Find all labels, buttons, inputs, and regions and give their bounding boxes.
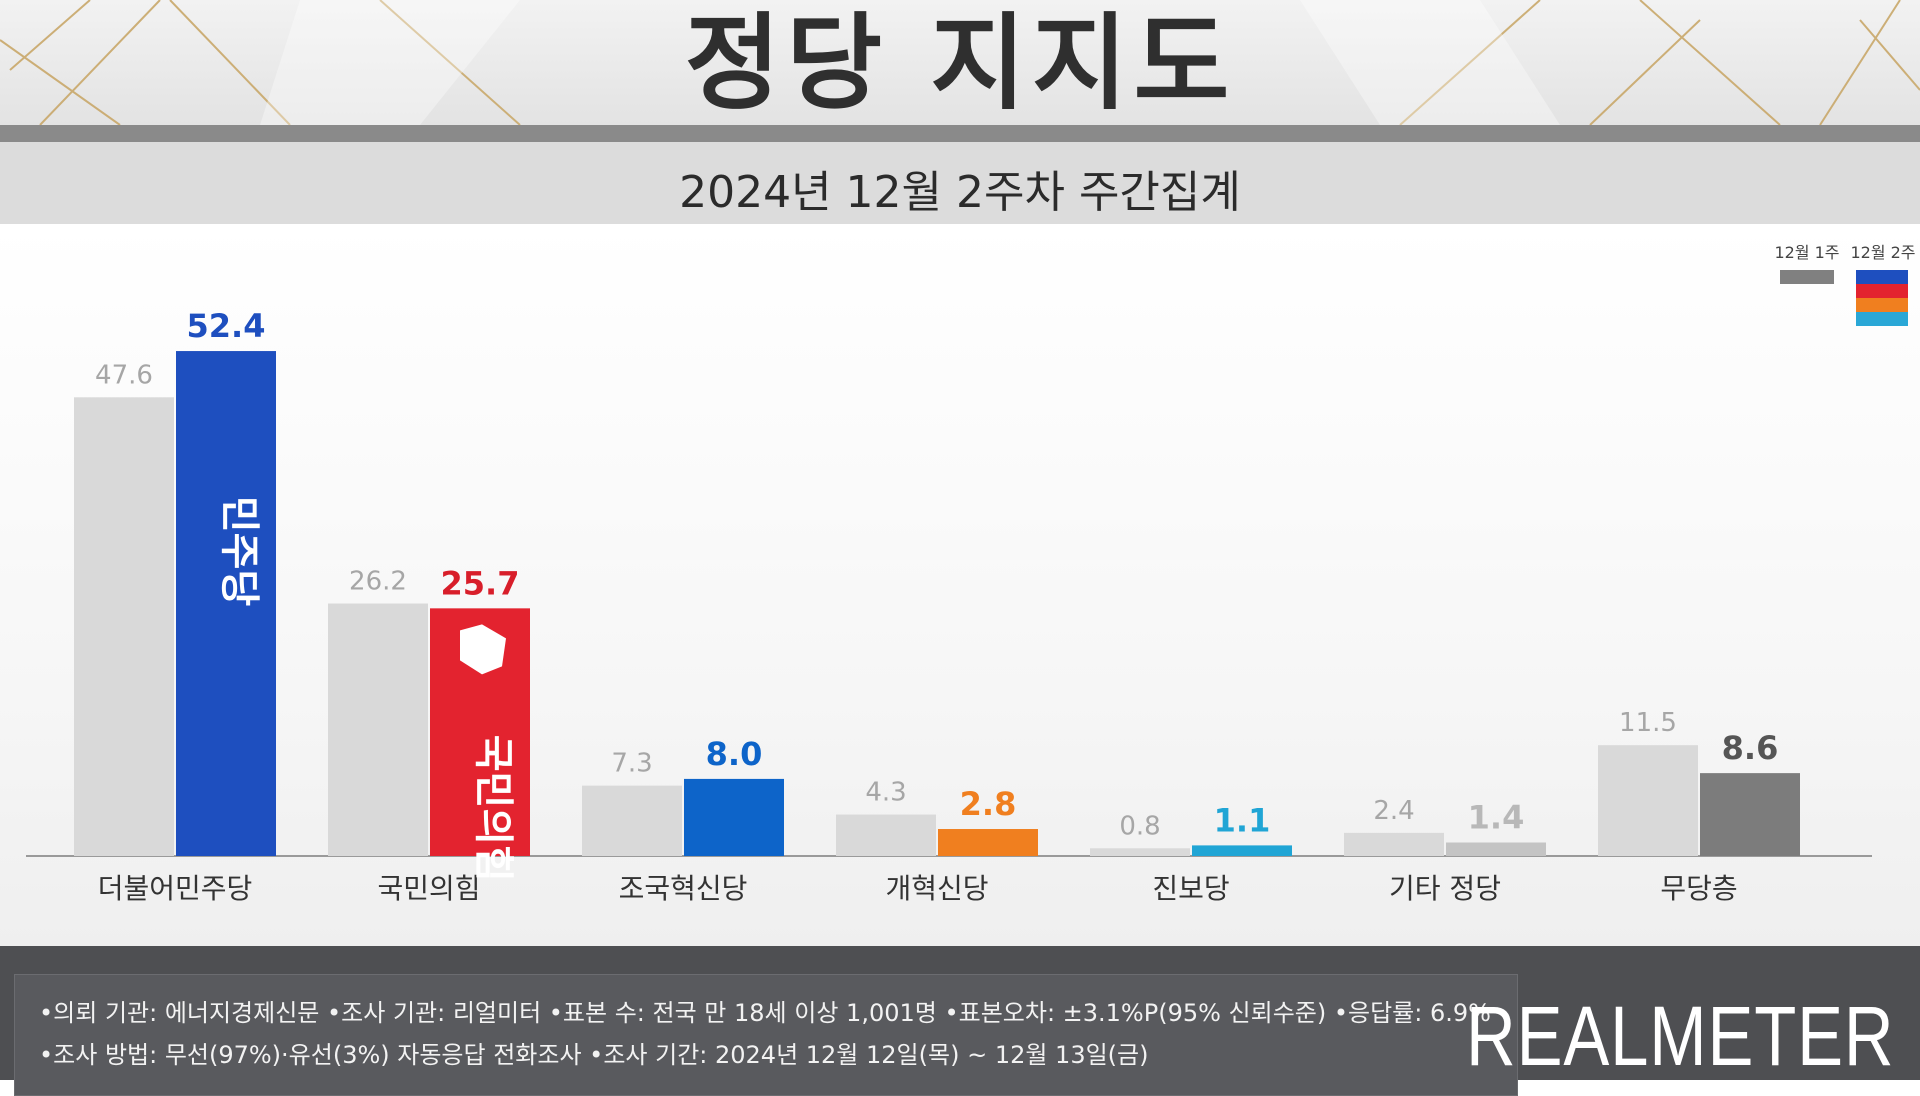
bar-party-mark-0: 민주당 (216, 496, 262, 607)
value-label-prev-6: 11.5 (1619, 708, 1677, 738)
bar-curr-5 (1446, 842, 1546, 856)
value-label-prev-2: 7.3 (611, 749, 652, 779)
category-label-0: 더불어민주당 (98, 872, 253, 905)
subtitle-band: 2024년 12월 2주차 주간집계 (0, 142, 1920, 224)
bar-curr-3 (938, 829, 1038, 856)
value-label-prev-4: 0.8 (1119, 811, 1160, 841)
legend-curr-swatch-2 (1856, 298, 1908, 312)
value-label-curr-0: 52.4 (187, 307, 266, 345)
bar-party-mark-1: 국민의힘 (470, 735, 516, 882)
value-label-curr-2: 8.0 (706, 735, 763, 773)
bar-prev-0 (74, 397, 174, 856)
legend-curr-swatch-1 (1856, 284, 1908, 298)
bar-curr-2 (684, 778, 784, 856)
value-label-curr-4: 1.1 (1214, 801, 1271, 839)
survey-info-box: •의뢰 기관: 에너지경제신문 •조사 기관: 리얼미터 •표본 수: 전국 만… (14, 974, 1518, 1096)
subtitle: 2024년 12월 2주차 주간집계 (679, 167, 1241, 218)
category-label-2: 조국혁신당 (619, 872, 748, 905)
category-label-3: 개혁신당 (885, 872, 988, 905)
category-label-1: 국민의힘 (377, 872, 480, 905)
legend-curr-swatch-3 (1856, 312, 1908, 326)
survey-info-line-2: •조사 방법: 무선(97%)·유선(3%) 자동응답 전화조사 •조사 기간:… (39, 1041, 1149, 1069)
footer: •의뢰 기관: 에너지경제신문 •조사 기관: 리얼미터 •표본 수: 전국 만… (0, 946, 1920, 1096)
bar-prev-6 (1598, 745, 1698, 856)
value-label-prev-1: 26.2 (349, 567, 407, 597)
bar-prev-2 (582, 785, 682, 856)
category-label-6: 무당층 (1660, 872, 1737, 905)
header-divider (0, 125, 1920, 142)
category-label-5: 기타 정당 (1389, 872, 1501, 905)
ppp-logo-icon (460, 624, 506, 675)
bar-prev-1 (328, 603, 428, 856)
legend-curr-swatch-0 (1856, 270, 1908, 284)
legend-curr-label: 12월 2주 (1850, 243, 1915, 262)
value-label-curr-3: 2.8 (960, 785, 1017, 823)
page-title: 정당 지지도 (684, 2, 1236, 124)
value-label-prev-3: 4.3 (865, 778, 906, 808)
bar-curr-6 (1700, 773, 1800, 856)
brand-logo: REALMETER (1465, 989, 1894, 1083)
survey-info-line-1: •의뢰 기관: 에너지경제신문 •조사 기관: 리얼미터 •표본 수: 전국 만… (39, 999, 1491, 1027)
bar-prev-5 (1344, 832, 1444, 856)
chart-area: 47.6 52.4 더불어민주당 26.2 25.7 국민의힘 7.3 8.0 조국혁신당 4.3… (0, 224, 1920, 946)
category-label-4: 진보당 (1152, 872, 1229, 905)
bar-curr-4 (1192, 845, 1292, 856)
value-label-curr-1: 25.7 (441, 564, 520, 602)
value-label-prev-0: 47.6 (95, 360, 153, 390)
value-label-prev-5: 2.4 (1373, 796, 1414, 826)
legend-prev-swatch (1780, 270, 1834, 284)
legend-prev-label: 12월 1주 (1774, 243, 1839, 262)
header-banner: 정당 지지도 (0, 0, 1920, 125)
bar-prev-4 (1090, 848, 1190, 856)
gold-lines-decoration (0, 0, 1920, 125)
bar-prev-3 (836, 814, 936, 856)
bar-curr-0 (176, 351, 276, 856)
bar-chart: 47.6 52.4 더불어민주당 26.2 25.7 국민의힘 7.3 8.0 조국혁신당 4.3… (26, 243, 1916, 905)
value-label-curr-6: 8.6 (1722, 729, 1779, 767)
value-label-curr-5: 1.4 (1468, 799, 1525, 837)
